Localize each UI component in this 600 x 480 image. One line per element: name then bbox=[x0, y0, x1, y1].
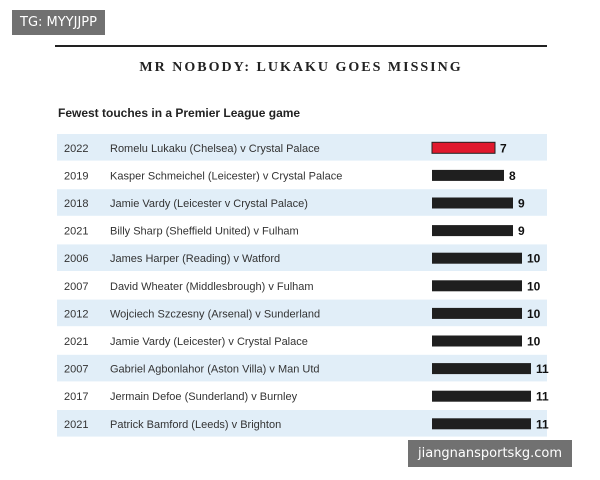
data-label: 9 bbox=[518, 224, 525, 238]
data-label: 11 bbox=[536, 390, 549, 404]
bar bbox=[432, 335, 522, 347]
row-year: 2017 bbox=[64, 391, 88, 403]
chart-row: 2018 Jamie Vardy (Leicester v Crystal Pal… bbox=[57, 189, 547, 216]
chart-row: 2012 Wojciech Szczesny (Arsenal) v Sunder… bbox=[57, 299, 547, 327]
row-label: Jermain Defoe (Sunderland) v Burnley bbox=[110, 391, 298, 403]
row-label: Jamie Vardy (Leicester v Crystal Palace) bbox=[110, 198, 308, 210]
row-year: 2021 bbox=[64, 226, 88, 238]
bar bbox=[432, 280, 522, 292]
data-label: 7 bbox=[500, 141, 507, 155]
bar bbox=[431, 141, 496, 154]
row-label: Billy Sharp (Sheffield United) v Fulham bbox=[110, 226, 299, 238]
chart-row: 2007 Gabriel Agbonlahor (Aston Villa) v M… bbox=[57, 354, 549, 382]
row-label: Jamie Vardy (Leicester) v Crystal Palace bbox=[110, 336, 308, 348]
data-label: 10 bbox=[527, 252, 541, 266]
row-year: 2018 bbox=[64, 198, 88, 210]
data-label: 11 bbox=[536, 362, 549, 376]
chart-row: 2021 Jamie Vardy (Leicester) v Crystal Pa… bbox=[57, 327, 547, 354]
data-label: 10 bbox=[527, 279, 541, 293]
chart-row: 2021 Billy Sharp (Sheffield United) v Ful… bbox=[57, 216, 547, 244]
bar bbox=[432, 363, 531, 375]
row-year: 2022 bbox=[64, 143, 88, 155]
chart-row: 2007 David Wheater (Middlesbrough) v Fulh… bbox=[57, 272, 547, 299]
row-label: Kasper Schmeichel (Leicester) v Crystal … bbox=[110, 170, 342, 182]
row-year: 2006 bbox=[64, 253, 88, 265]
watermark-bottom-right: jiangnansportskg.com bbox=[408, 440, 572, 467]
bar bbox=[432, 390, 531, 402]
bar bbox=[432, 307, 522, 319]
bar bbox=[432, 252, 522, 264]
chart-subtitle: Fewest touches in a Premier League game bbox=[58, 106, 301, 120]
row-label: Wojciech Szczesny (Arsenal) v Sunderland bbox=[110, 308, 320, 320]
chart-row: 2017 Jermain Defoe (Sunderland) v Burnley… bbox=[57, 382, 549, 409]
bar bbox=[432, 418, 531, 430]
bar bbox=[432, 225, 513, 237]
row-year: 2019 bbox=[64, 170, 88, 182]
bar bbox=[432, 169, 504, 181]
row-label: James Harper (Reading) v Watford bbox=[110, 253, 280, 265]
row-year: 2007 bbox=[64, 364, 88, 376]
row-year: 2007 bbox=[64, 281, 88, 293]
row-label: Patrick Bamford (Leeds) v Brighton bbox=[110, 419, 281, 431]
row-label: Gabriel Agbonlahor (Aston Villa) v Man U… bbox=[110, 364, 320, 376]
chart-row: 2022 Romelu Lukaku (Chelsea) v Crystal Pa… bbox=[57, 134, 547, 161]
data-label: 8 bbox=[509, 169, 516, 183]
data-label: 11 bbox=[536, 417, 549, 431]
row-label: Romelu Lukaku (Chelsea) v Crystal Palace bbox=[110, 143, 320, 155]
bar bbox=[432, 197, 513, 209]
title-top-rule bbox=[55, 45, 547, 47]
chart-row: 2021 Patrick Bamford (Leeds) v Brighton 11 bbox=[57, 410, 549, 437]
row-year: 2012 bbox=[64, 308, 88, 320]
data-label: 9 bbox=[518, 197, 525, 211]
row-year: 2021 bbox=[64, 419, 88, 431]
data-label: 10 bbox=[527, 307, 541, 321]
row-year: 2021 bbox=[64, 336, 88, 348]
chart-title: MR NOBODY: LUKAKU GOES MISSING bbox=[139, 60, 463, 75]
row-label: David Wheater (Middlesbrough) v Fulham bbox=[110, 281, 314, 293]
data-label: 10 bbox=[527, 335, 541, 349]
watermark-top-left: TG: MYYJJPP bbox=[12, 10, 105, 35]
chart-row: 2006 James Harper (Reading) v Watford 10 bbox=[57, 244, 547, 271]
chart-row: 2019 Kasper Schmeichel (Leicester) v Crys… bbox=[57, 161, 547, 189]
